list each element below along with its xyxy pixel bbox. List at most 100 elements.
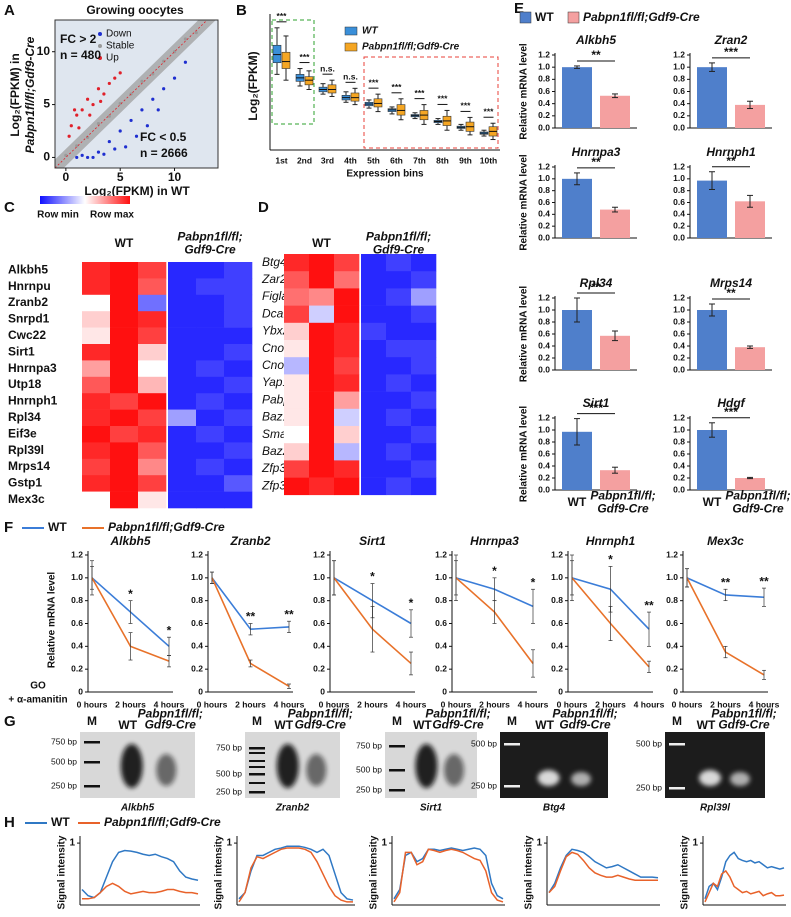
ladder-band: [249, 760, 265, 762]
heatmap-cell: [284, 254, 310, 272]
heatmap-cell: [196, 442, 225, 460]
ladder-band: [504, 743, 520, 746]
heatmap-cell: [196, 278, 225, 296]
marker-label: 250 bp: [471, 780, 497, 790]
x-tick-label: 2 hours: [357, 699, 388, 709]
heatmap-cell: [309, 322, 335, 341]
y-tick-label: 0.4: [71, 641, 83, 651]
panel-title: Hdgf: [717, 396, 745, 410]
heatmap-cell: [361, 322, 387, 341]
point: [118, 71, 122, 75]
heatmap-cell: [411, 426, 437, 444]
y-tick-label: 0: [320, 686, 325, 696]
panel-letter: E: [514, 0, 524, 17]
marker-label: 500 bp: [216, 768, 242, 778]
y-tick-label: 0.8: [673, 185, 685, 195]
heatmap-cell: [224, 442, 253, 460]
heatmap-cell: [361, 288, 387, 306]
row-label: Zranb2: [8, 295, 48, 309]
lane-label: M: [87, 714, 97, 728]
y-tick-label: 0.4: [673, 98, 685, 108]
y-tick-label: 1.2: [191, 549, 203, 559]
heatmap-cell: [168, 442, 197, 460]
heatmap-cell: [110, 426, 139, 443]
ladder-band: [249, 782, 265, 784]
ladder-band: [249, 766, 265, 768]
y-tick-label: 1.2: [538, 412, 550, 422]
point: [77, 126, 81, 130]
x-tick-label: 2 hours: [115, 699, 146, 709]
panel-letter: C: [4, 199, 15, 216]
significance: ***: [369, 77, 380, 87]
profile-line: [81, 849, 199, 899]
heatmap-cell: [309, 357, 335, 375]
lane-label: WT: [274, 718, 293, 732]
x-tick-label: 4 hours: [749, 699, 780, 709]
x-tick-label: 2 hours: [710, 699, 741, 709]
bar: [562, 178, 592, 238]
point: [172, 76, 177, 80]
heatmap-cell: [284, 340, 310, 358]
box: [327, 84, 337, 94]
heatmap-cell: [82, 311, 111, 328]
heatmap-cell: [411, 443, 437, 461]
y-tick-label: 0.8: [435, 595, 447, 605]
y-tick-label: 1.0: [435, 572, 447, 582]
y-axis-label: Signal intensity: [214, 835, 225, 909]
heatmap-cell: [361, 374, 387, 392]
box: [304, 76, 314, 86]
legend-label: Pabpn1fl/fl;Gdf9-Cre: [362, 42, 460, 53]
x-tick-label: 4 hours: [634, 699, 665, 709]
significance: **: [644, 598, 654, 612]
column-header: Pabpn1fl/fl;: [366, 230, 431, 244]
y-tick-label: 0.8: [538, 74, 550, 84]
ladder-band: [504, 785, 520, 788]
y-tick-label: 1: [226, 838, 232, 849]
y-tick-label: 0.6: [538, 197, 550, 207]
gel-gene-label: Sirt1: [420, 803, 443, 814]
significance: *: [167, 623, 172, 637]
point: [183, 60, 187, 64]
y-tick-label: 0.0: [673, 484, 685, 494]
bar: [697, 430, 727, 490]
significance: **: [246, 610, 256, 624]
y-tick-label: 1.0: [538, 304, 550, 314]
row-label: Snrpd1: [8, 312, 50, 326]
profile-line: [82, 882, 199, 900]
heatmap-cell: [224, 426, 253, 443]
heatmap-cell: [82, 442, 111, 460]
significance: **: [759, 574, 769, 588]
heatmap-cell: [138, 491, 167, 509]
heatmap-cell: [110, 491, 139, 509]
point: [86, 97, 90, 101]
significance: ***: [438, 94, 449, 104]
y-tick-label: 0.8: [538, 185, 550, 195]
profile-line: [704, 869, 785, 903]
profile-line: [238, 845, 354, 901]
y-tick-label: 0.2: [313, 663, 325, 673]
y-axis-label: Relative mRNA level: [519, 43, 530, 140]
y-tick-label: 0.0: [673, 122, 685, 132]
ladder-band: [389, 769, 405, 772]
y-tick-label: 0.4: [673, 209, 685, 219]
significance: *: [128, 587, 133, 601]
panel-title: Hnrnpa3: [470, 534, 519, 548]
treatment-label: + α-amanitin: [8, 695, 67, 706]
point: [118, 129, 122, 133]
heatmap-cell: [138, 376, 167, 394]
lane-label: WT: [413, 718, 432, 732]
x-tick-label: 3rd: [321, 155, 334, 165]
y-tick-label: 0.6: [673, 328, 685, 338]
heatmap-cell: [334, 426, 360, 444]
column-header: WT: [115, 236, 134, 250]
heatmap-cell: [284, 288, 310, 306]
heatmap-cell: [361, 340, 387, 358]
y-axis-label: Relative mRNA level: [47, 572, 58, 669]
y-tick-label: 1.0: [191, 572, 203, 582]
panel-letter: A: [4, 2, 15, 19]
marker-label: 500 bp: [356, 764, 382, 774]
marker-label: 500 bp: [636, 738, 662, 748]
heatmap-cell: [196, 491, 225, 509]
bar: [735, 478, 765, 490]
y-tick-label: 1.2: [538, 161, 550, 171]
